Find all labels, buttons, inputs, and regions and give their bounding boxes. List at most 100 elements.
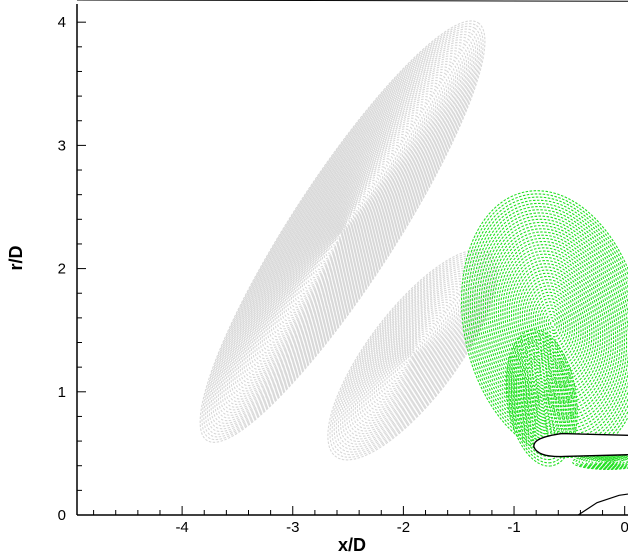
wavefront-ring <box>527 371 556 425</box>
wavefront-ring <box>301 171 384 292</box>
wavefront-ring <box>217 47 468 416</box>
x-tick-label: -1 <box>507 519 520 536</box>
wavefront-ring <box>547 317 558 331</box>
wavefront-ring <box>382 317 443 393</box>
hub-curve <box>577 493 628 515</box>
wavefront-ring <box>268 123 417 341</box>
wavefront-ring <box>225 58 460 406</box>
nacelle-body <box>533 432 628 458</box>
wavefront-ring <box>333 257 491 453</box>
wavefront-ring <box>300 168 386 295</box>
wavefront-ring <box>325 206 360 257</box>
wavefront-ring <box>525 368 558 428</box>
wavefront-ring <box>407 349 418 361</box>
wavefront-ring <box>581 456 628 468</box>
wavefront-ring <box>507 332 577 464</box>
wavefront-ring <box>256 104 429 360</box>
wavefront-ring <box>279 139 406 325</box>
wavefront-ring <box>327 209 358 254</box>
wavefront-ring <box>289 152 397 311</box>
wavefront-ring <box>500 247 606 401</box>
x-axis-title: x/D <box>338 535 366 555</box>
wavefront-ring <box>339 264 485 445</box>
wavefront-ring <box>588 457 628 467</box>
wavefront-ring <box>276 133 409 330</box>
y-axis-title: r/D <box>6 245 26 270</box>
ring-region-1-2 <box>572 454 628 470</box>
wavefront-ring <box>321 201 364 262</box>
wavefront-ring <box>517 272 589 376</box>
wavefront-ring <box>350 278 474 432</box>
wavefront-ring <box>399 338 426 372</box>
wavefront-ring <box>335 259 489 450</box>
wavefront-ring <box>281 141 404 322</box>
wavefront-ring <box>336 222 349 241</box>
y-ticks: 0 1 2 3 4 <box>58 14 86 524</box>
x-tick-label: 0 <box>621 519 628 536</box>
wavefront-ring <box>236 74 449 389</box>
wavefront-ring <box>478 215 628 433</box>
wavefront-ring <box>405 346 420 364</box>
wavefront-ring <box>237 77 448 387</box>
x-tick-label: -3 <box>286 519 299 536</box>
wavefront-ring <box>536 387 548 409</box>
wavefront-ring <box>294 160 391 303</box>
wavefront-ring <box>320 198 365 265</box>
wavefront-ring <box>305 177 380 287</box>
wavefront-ring <box>270 125 415 338</box>
y-tick-label: 3 <box>58 137 66 154</box>
wavefront-ring <box>331 214 355 249</box>
wavefront-ring <box>234 71 451 392</box>
wavefront-ring <box>375 309 449 401</box>
wavefront-ring <box>239 79 446 384</box>
wavefront-ring <box>241 82 444 381</box>
wavefront-ring <box>388 325 436 385</box>
wavefront-ring <box>545 313 560 335</box>
y-tick-label: 2 <box>58 261 66 278</box>
wavefront-ring <box>334 220 351 243</box>
wavefront-ring <box>296 163 389 300</box>
wavefront-ring <box>572 454 628 470</box>
wavefront-ring <box>310 185 375 279</box>
wavefront-ring <box>245 87 440 376</box>
wavefront-ring <box>258 106 428 357</box>
wavefront-ring <box>358 288 466 422</box>
wavefront-ring <box>524 364 560 431</box>
wavefront-ring <box>394 333 430 377</box>
wavefront-ring <box>316 193 369 270</box>
axes: -4 -3 -2 -1 0 0 1 2 3 4 <box>58 0 628 536</box>
wavefront-ring <box>287 150 398 314</box>
wavefront-ring <box>356 285 468 424</box>
wavefront-ring <box>377 312 447 398</box>
wavefront-ring <box>283 144 402 319</box>
wavefront-ring <box>541 307 565 341</box>
wavefront-ring <box>534 384 550 412</box>
wavefront-ring <box>509 335 575 461</box>
wavefront-ring <box>578 455 628 469</box>
wavefront-ring <box>396 335 428 374</box>
wavefront-ring <box>392 330 432 380</box>
wavefront-ring <box>332 217 353 246</box>
wavefront-ring <box>259 109 426 354</box>
wavefront-ring <box>199 20 486 443</box>
wavefront-ring <box>403 343 422 366</box>
wavefront-ring <box>526 285 580 363</box>
wavefront-ring <box>223 55 462 408</box>
ring-region-0-0 <box>199 20 486 443</box>
wavefront-ring <box>519 275 586 373</box>
wavefront-ring <box>278 136 407 327</box>
wavefront-ring <box>522 361 561 435</box>
wavefront-ring <box>329 251 496 458</box>
wavefront-ring <box>537 301 569 347</box>
wavefront-ring <box>539 394 544 402</box>
wavefront-ring <box>337 262 487 448</box>
y-tick-label: 1 <box>58 384 66 401</box>
wavefront-ring <box>409 351 415 359</box>
wavefront-ring <box>510 263 595 385</box>
ring-series-0 <box>199 20 498 461</box>
wavefront-ring <box>210 36 475 427</box>
wavefront-ring <box>290 155 395 308</box>
wavefront-ring <box>307 179 378 284</box>
wavefront-ring <box>263 114 422 349</box>
